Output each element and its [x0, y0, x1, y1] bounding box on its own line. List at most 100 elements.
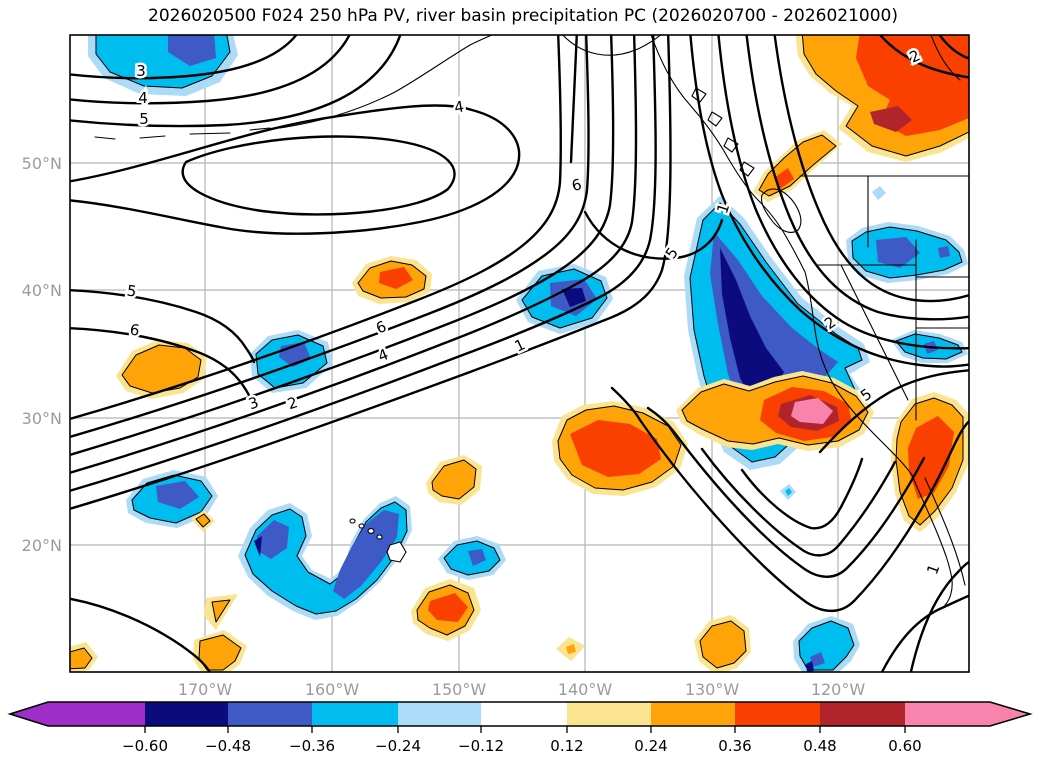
- lon-tick-label: 160°W: [305, 680, 360, 699]
- positive-anomaly-fill: [431, 459, 477, 500]
- negative-anomaly-core: [876, 237, 920, 268]
- contour-label: 4: [453, 97, 466, 116]
- pv-contour: [717, 35, 969, 350]
- contour-label: 1: [512, 335, 528, 355]
- pv-contour: [70, 35, 657, 493]
- pv-contour: [610, 386, 969, 613]
- pv-contour: [70, 289, 256, 364]
- colorbar-tick-label: −0.36: [289, 737, 335, 755]
- colorbar-segment: [567, 702, 651, 726]
- contour-label: 4: [138, 89, 148, 107]
- colorbar-tick-label: 0.48: [803, 737, 836, 755]
- positive-anomaly-fill: [211, 599, 231, 623]
- pv-contour: [569, 35, 578, 164]
- coastline-hawaii-big-island: [386, 541, 407, 563]
- pv-contour: [70, 35, 615, 457]
- pv-contour: [646, 406, 926, 578]
- pv-contour: [70, 35, 672, 511]
- contour-label: 4: [375, 345, 391, 365]
- colorbar-segment: [481, 702, 567, 726]
- pv-contour: [70, 327, 252, 400]
- negative-anomaly-core: [810, 652, 825, 667]
- pv-contour: [880, 594, 969, 672]
- colorbar-ticks: [144, 726, 906, 733]
- pv-contour: [773, 35, 969, 303]
- pv-contour: [70, 35, 563, 421]
- negative-anomaly-core: [333, 510, 399, 599]
- negative-anomaly-core: [254, 536, 262, 557]
- colorbar-tick-label: −0.60: [122, 737, 168, 755]
- pv-contour: [689, 35, 969, 368]
- negative-anomaly-core: [468, 549, 486, 566]
- positive-anomaly-core: [566, 644, 576, 654]
- lat-axis: 50°N 40°N 30°N 20°N: [22, 154, 62, 555]
- pv-contour: [583, 210, 724, 260]
- colorbar: −0.60 −0.48 −0.36 −0.24 −0.12 0.12 0.24 …: [7, 701, 1033, 755]
- positive-anomaly-fill: [195, 513, 211, 528]
- contour-label: 5: [139, 110, 149, 128]
- colorbar-outline: [7, 701, 1033, 727]
- contour-label: 3: [246, 393, 261, 413]
- colorbar-segment: [48, 702, 145, 726]
- coastline-islands: [691, 87, 755, 177]
- pv-contour: [70, 35, 298, 80]
- coastline-hawaii: [349, 518, 383, 540]
- colorbar-tick-label: 0.36: [718, 737, 751, 755]
- pv-contour: [740, 457, 864, 530]
- pv-contour-lines: [70, 35, 969, 672]
- coastline-alaska: [279, 35, 493, 129]
- pv-contour: [700, 447, 897, 557]
- coastline-gulf-california: [924, 477, 966, 586]
- pv-contour: [70, 35, 590, 439]
- positive-anomaly-core: [379, 267, 413, 289]
- coastline-bc-panhandle: [650, 35, 806, 273]
- map-frame: [69, 34, 970, 673]
- coastline-us-west: [804, 271, 913, 476]
- colorbar-segment: [228, 702, 312, 726]
- pv-contour: [181, 135, 456, 216]
- positive-anomaly-fill: [70, 647, 93, 670]
- lat-tick-label: 20°N: [22, 536, 62, 555]
- coastline-aleutians: [94, 127, 271, 140]
- colorbar-tick-label: −0.24: [375, 737, 421, 755]
- colorbar-tick-labels: −0.60 −0.48 −0.36 −0.24 −0.12 0.12 0.24 …: [122, 737, 922, 755]
- positive-anomaly-core: [428, 593, 468, 622]
- negative-anomaly-core: [156, 481, 199, 509]
- negative-anomaly-core: [806, 661, 814, 672]
- colorbar-extend-arrow-right: [990, 702, 1030, 726]
- lon-axis: 170°W 160°W 150°W 140°W 130°W 120°W: [178, 680, 866, 699]
- lon-tick-label: 120°W: [811, 680, 866, 699]
- negative-anomaly-fill: [872, 186, 886, 200]
- positive-anomaly-core: [870, 106, 912, 132]
- coastline-alaska: [562, 35, 662, 56]
- border-states: [817, 175, 969, 421]
- colorbar-tick-label: −0.12: [458, 737, 504, 755]
- colorbar-segment: [145, 702, 228, 726]
- positive-anomaly-fill: [699, 620, 747, 669]
- lat-tick-label: 30°N: [22, 409, 62, 428]
- positive-anomaly-core: [570, 420, 661, 477]
- contour-label: 3: [136, 62, 146, 80]
- border-bc-alberta: [930, 35, 961, 81]
- colorbar-tick-label: 0.24: [634, 737, 667, 755]
- colorbar-segment: [735, 702, 820, 726]
- pv-contour: [70, 35, 402, 128]
- positive-anomaly-core: [908, 416, 954, 499]
- lon-tick-label: 170°W: [178, 680, 233, 699]
- pv-contour: [70, 104, 521, 235]
- lon-tick-label: 140°W: [558, 680, 613, 699]
- lon-tick-label: 130°W: [685, 680, 740, 699]
- negative-anomaly-core: [785, 488, 792, 496]
- contour-label: 6: [570, 175, 584, 195]
- colorbar-segment: [398, 702, 481, 726]
- pv-contour: [745, 35, 969, 321]
- negative-anomaly-core: [168, 35, 216, 66]
- colorbar-segment: [820, 702, 905, 726]
- colorbar-tick-label: −0.48: [205, 737, 251, 755]
- positive-anomaly-core: [791, 398, 833, 424]
- colorbar-segment: [312, 702, 398, 726]
- pv-contour: [70, 35, 638, 475]
- colorbar-segment: [651, 702, 735, 726]
- contour-label: 2: [285, 393, 300, 413]
